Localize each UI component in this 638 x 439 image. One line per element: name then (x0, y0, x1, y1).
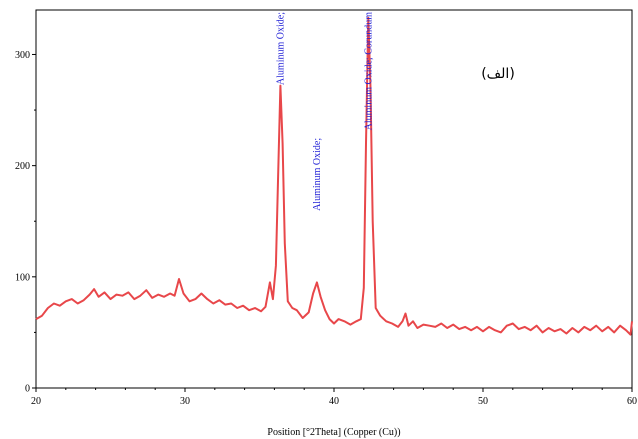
peak-label-2: Aluminum Oxide; Corundum (363, 12, 374, 131)
series-layer (35, 16, 633, 336)
x-tick-label-1: 30 (180, 396, 190, 407)
series-line-0 (35, 16, 633, 336)
y-tick-label-0: 0 (25, 384, 30, 395)
x-tick-label-0: 20 (31, 396, 41, 407)
x-tick-label-3: 50 (478, 396, 488, 407)
y-tick-label-2: 200 (15, 161, 30, 172)
y-tick-label-3: 300 (15, 50, 30, 61)
peak-label-1: Aluminum Oxide; (312, 138, 323, 211)
axis-ticks (32, 53, 633, 392)
x-tick-label-4: 60 (627, 396, 637, 407)
y-tick-label-1: 100 (15, 272, 30, 283)
x-tick-label-2: 40 (329, 396, 339, 407)
x-axis-label: Position [°2Theta] (Copper (Cu)) (267, 427, 400, 438)
tick-labels: 20 30 40 50 60 0 100 200 300 (15, 50, 637, 407)
peak-annotations: Aluminum Oxide; Aluminum Oxide; Aluminum O… (275, 12, 374, 211)
peak-label-0: Aluminum Oxide; (275, 12, 286, 85)
panel-label: (الف) (481, 66, 515, 82)
